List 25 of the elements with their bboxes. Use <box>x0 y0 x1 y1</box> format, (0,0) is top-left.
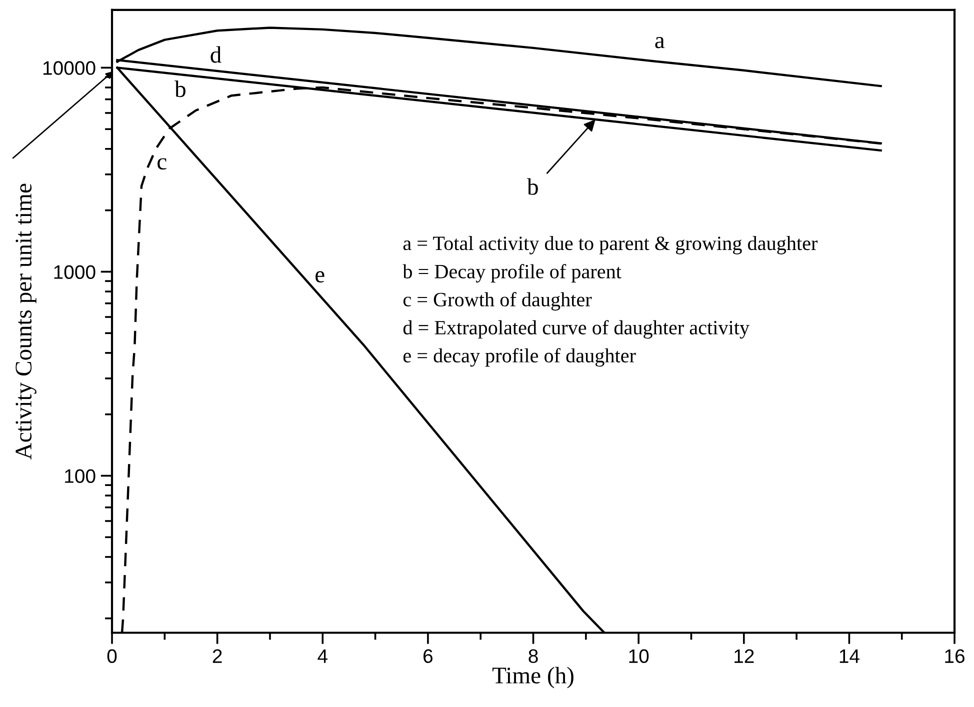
x-tick-label: 16 <box>945 649 964 664</box>
series-label: c <box>158 158 166 170</box>
x-tick-label: 12 <box>734 649 754 663</box>
annotation: e = decay profile of daughter <box>403 348 636 367</box>
y-axis-title: Activity Counts per unit time <box>16 184 36 460</box>
series-label: e <box>316 271 324 283</box>
annotation: a = Total activity due to parent & growing daughter <box>403 236 818 254</box>
annotation: c = Growth of daughter <box>403 292 592 311</box>
x-tick-label: 14 <box>840 649 860 663</box>
y-tick-label: 100 <box>65 469 96 483</box>
series-label: d <box>210 46 222 63</box>
x-tick-label: 6 <box>424 649 433 664</box>
series-label: b <box>174 80 186 98</box>
annotation: b = Decay profile of parent <box>402 264 622 283</box>
y-tick-label: 1000 <box>54 265 96 279</box>
x-tick-label: 2 <box>212 649 222 663</box>
series-label: a <box>655 36 665 48</box>
x-tick-label: 4 <box>318 649 328 663</box>
x-tick-label: 10 <box>629 649 649 664</box>
x-tick-label: 8 <box>528 649 538 664</box>
x-axis-title: Time (h) <box>492 666 574 688</box>
x-tick-label: 0 <box>107 649 117 664</box>
annotation: d = Extrapolated curve of daughter activity <box>403 320 750 339</box>
y-tick-label: 10000 <box>43 61 96 75</box>
text: b <box>526 178 538 195</box>
